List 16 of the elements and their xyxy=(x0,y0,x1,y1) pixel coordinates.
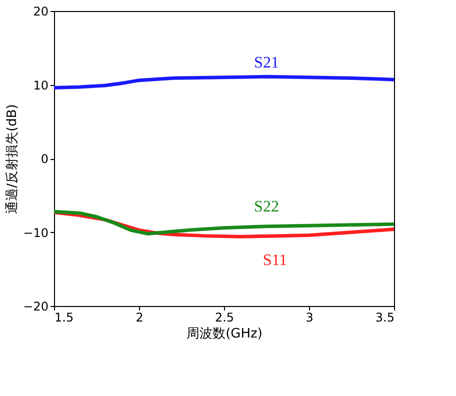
x-tick-label: 3.5 xyxy=(375,310,394,324)
y-tick-label: 0 xyxy=(40,152,48,166)
x-tick-label: 3 xyxy=(306,310,314,324)
y-tick-label: −20 xyxy=(23,300,48,314)
x-tick-label: 2.5 xyxy=(214,310,234,324)
y-tick-label: −10 xyxy=(23,226,48,240)
y-tick-label: 20 xyxy=(33,4,48,18)
x-tick-label: 1.5 xyxy=(54,310,74,324)
y-tick-label: 10 xyxy=(33,78,48,92)
series-label: S11 xyxy=(262,252,288,269)
series-label: S21 xyxy=(254,54,279,72)
line-series xyxy=(52,74,396,90)
series-label: S22 xyxy=(254,198,279,216)
x-axis-title: 周波数(GHz) xyxy=(186,326,262,342)
x-tick-label: 2 xyxy=(136,310,144,324)
y-axis-title: 通過/反射損失(dB) xyxy=(5,104,20,214)
